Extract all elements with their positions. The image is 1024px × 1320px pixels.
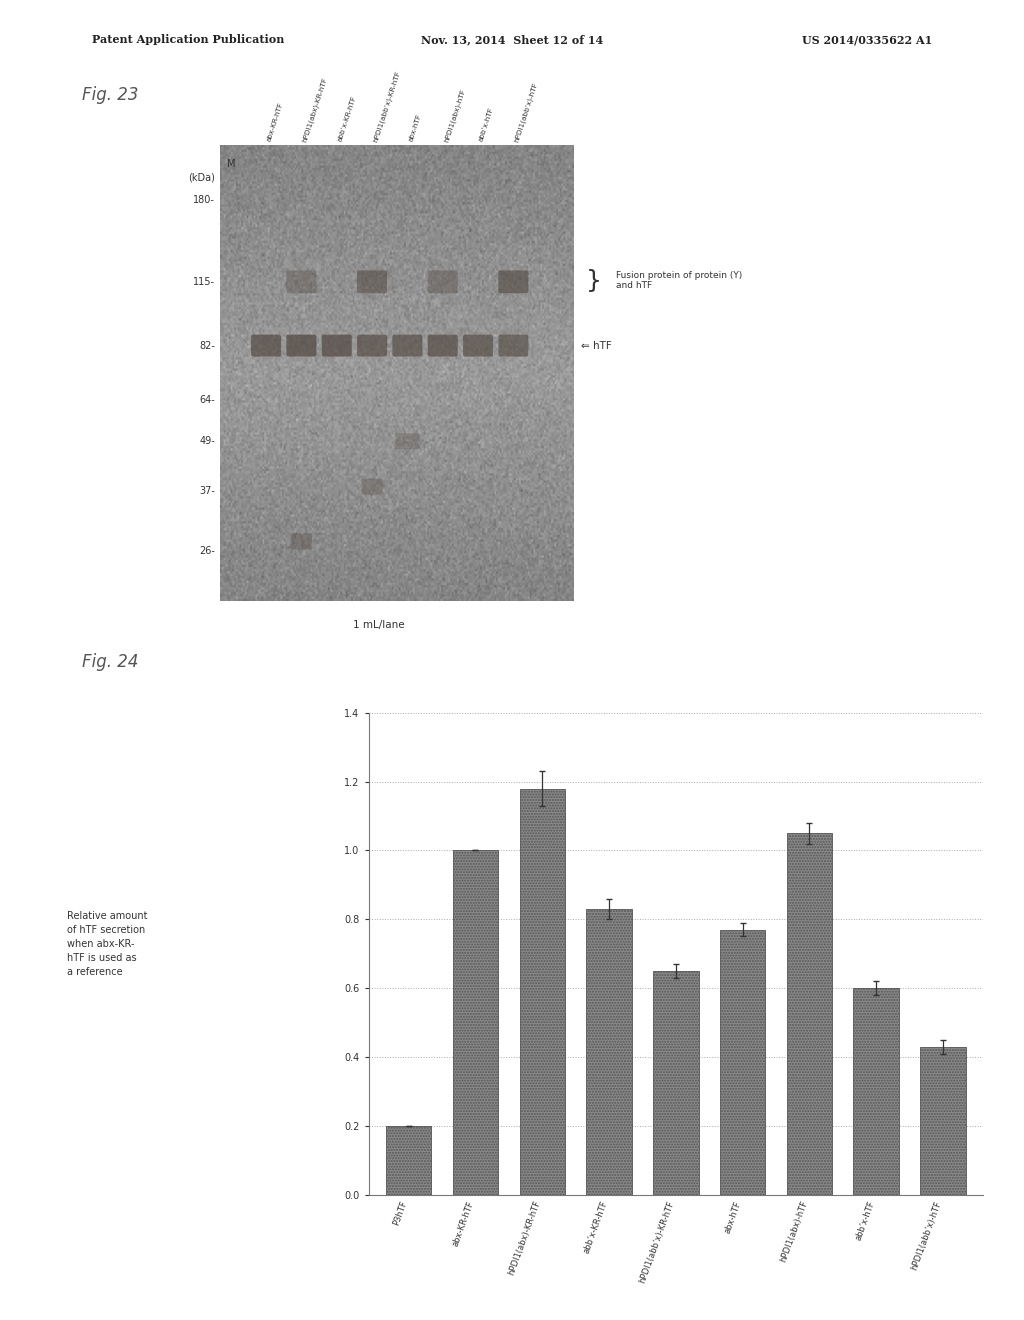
FancyBboxPatch shape xyxy=(291,533,312,549)
Text: 64-: 64- xyxy=(200,395,215,405)
FancyBboxPatch shape xyxy=(357,271,387,293)
Bar xyxy=(386,1126,431,1195)
Text: 37-: 37- xyxy=(199,486,215,496)
FancyBboxPatch shape xyxy=(361,479,383,495)
Bar xyxy=(653,972,698,1195)
FancyBboxPatch shape xyxy=(322,335,352,356)
FancyBboxPatch shape xyxy=(463,335,494,356)
Text: M: M xyxy=(226,158,236,169)
Bar xyxy=(453,850,499,1195)
Text: Nov. 13, 2014  Sheet 12 of 14: Nov. 13, 2014 Sheet 12 of 14 xyxy=(421,34,603,45)
Bar xyxy=(720,929,765,1195)
FancyBboxPatch shape xyxy=(287,335,316,356)
Text: abx-hTF: abx-hTF xyxy=(408,114,422,143)
FancyBboxPatch shape xyxy=(251,335,282,356)
Text: abx-KR-hTF: abx-KR-hTF xyxy=(266,102,285,143)
Text: }: } xyxy=(586,269,602,293)
Bar xyxy=(853,989,899,1195)
Text: ⇐ hTF: ⇐ hTF xyxy=(581,341,611,351)
Bar xyxy=(786,833,833,1195)
Bar xyxy=(921,1047,966,1195)
Text: Fusion protein of protein (Y)
and hTF: Fusion protein of protein (Y) and hTF xyxy=(616,271,742,290)
Text: hPDI1(abb’x)-hTF: hPDI1(abb’x)-hTF xyxy=(513,81,539,143)
Text: hPDI1(abb’x)-KR-hTF: hPDI1(abb’x)-KR-hTF xyxy=(372,70,401,143)
Text: Patent Application Publication: Patent Application Publication xyxy=(92,34,285,45)
Text: abb’x-hTF: abb’x-hTF xyxy=(478,107,495,143)
Text: 49-: 49- xyxy=(200,436,215,446)
FancyBboxPatch shape xyxy=(392,335,423,356)
Text: Relative amount
of hTF secretion
when abx-KR-
hTF is used as
a reference: Relative amount of hTF secretion when ab… xyxy=(67,911,147,977)
Bar xyxy=(519,788,565,1195)
Text: 26-: 26- xyxy=(199,545,215,556)
FancyBboxPatch shape xyxy=(499,271,528,293)
FancyBboxPatch shape xyxy=(428,271,458,293)
Text: 82-: 82- xyxy=(199,341,215,351)
Text: 180-: 180- xyxy=(194,195,215,205)
Text: (kDa): (kDa) xyxy=(188,172,215,182)
Text: US 2014/0335622 A1: US 2014/0335622 A1 xyxy=(802,34,932,45)
Text: 1 mL/lane: 1 mL/lane xyxy=(353,620,404,631)
Text: Fig. 23: Fig. 23 xyxy=(82,86,138,104)
FancyBboxPatch shape xyxy=(428,335,458,356)
Bar xyxy=(587,909,632,1195)
Text: hPDI1(abx)-hTF: hPDI1(abx)-hTF xyxy=(442,87,466,143)
Text: abb’x-KR-hTF: abb’x-KR-hTF xyxy=(337,95,357,143)
Text: hPDI1(abx)-KR-hTF: hPDI1(abx)-KR-hTF xyxy=(301,77,329,143)
FancyBboxPatch shape xyxy=(357,335,387,356)
FancyBboxPatch shape xyxy=(287,271,316,293)
FancyBboxPatch shape xyxy=(395,433,420,449)
Text: Fig. 24: Fig. 24 xyxy=(82,653,138,672)
FancyBboxPatch shape xyxy=(499,335,528,356)
Text: 115-: 115- xyxy=(194,277,215,286)
